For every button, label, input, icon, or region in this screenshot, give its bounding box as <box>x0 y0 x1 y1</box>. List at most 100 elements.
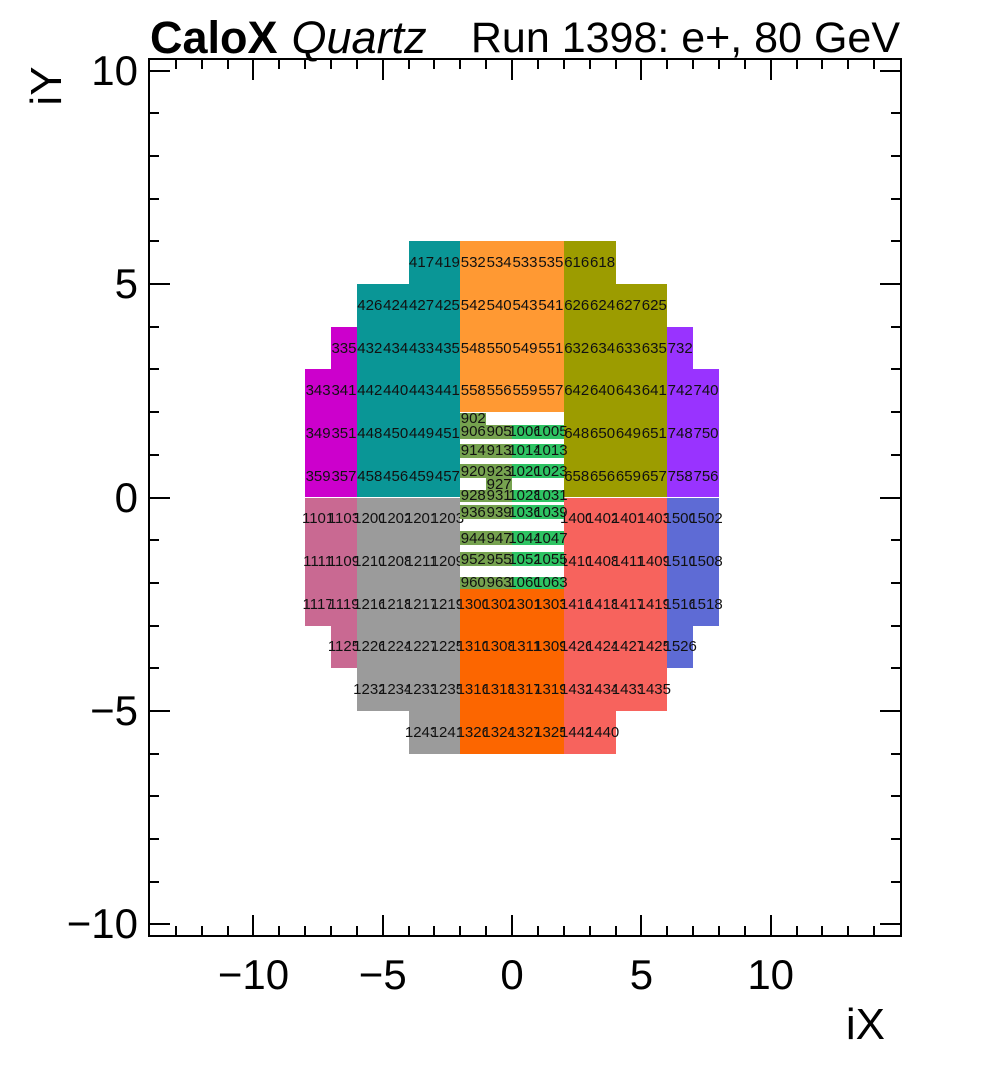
cell-955: 955 <box>486 552 513 567</box>
y-tick-label: −5 <box>90 686 138 734</box>
cell-359: 359 <box>305 454 332 498</box>
y-tick-right <box>891 539 900 542</box>
cell-1031: 1031 <box>534 488 567 503</box>
cell-1047: 1047 <box>534 531 567 546</box>
cell-533: 533 <box>512 241 538 285</box>
x-tick-top <box>873 60 876 69</box>
cell-label: 650 <box>590 424 616 442</box>
cell-1210: 1210 <box>353 540 387 583</box>
cell-750: 750 <box>693 412 719 455</box>
cell-449: 449 <box>408 412 435 455</box>
cell-558: 558 <box>460 369 487 413</box>
cell-1101: 1101 <box>302 497 334 541</box>
cell-1200: 1200 <box>353 497 387 541</box>
cell-label: 1227 <box>404 638 439 656</box>
x-tick-top <box>381 60 384 80</box>
y-tick-right <box>880 69 900 72</box>
cell-label: 542 <box>460 296 486 314</box>
x-tick <box>847 926 850 935</box>
cell-1233: 1233 <box>405 668 438 711</box>
cell-label: 1023 <box>534 462 568 480</box>
x-tick-top <box>511 60 514 80</box>
cell-1023: 1023 <box>534 464 567 479</box>
x-tick-top <box>743 60 746 69</box>
cell-label: 1309 <box>534 638 568 656</box>
cell-label: 740 <box>693 382 719 400</box>
y-tick-label: 0 <box>114 473 138 521</box>
cell-543: 543 <box>512 284 538 327</box>
y-tick <box>150 709 170 712</box>
cell-351: 351 <box>331 412 357 455</box>
cell-label: 432 <box>357 339 383 357</box>
y-tick-right <box>891 667 900 670</box>
cell-1005: 1005 <box>534 424 567 439</box>
cell-927: 927 <box>486 475 513 493</box>
cell-451: 451 <box>434 412 461 455</box>
cell-1411: 1411 <box>612 540 645 583</box>
cell-556: 556 <box>486 369 513 413</box>
cell-label: 534 <box>486 254 512 272</box>
cell-label: 1216 <box>353 595 387 613</box>
cell-341: 341 <box>331 369 357 413</box>
cell-424: 424 <box>382 284 409 327</box>
cell-748: 748 <box>667 412 694 455</box>
y-tick-right <box>891 752 900 755</box>
cell-label: 427 <box>409 296 435 314</box>
cell-label: 1303 <box>534 595 568 613</box>
cell-label: 433 <box>409 339 435 357</box>
cell-357: 357 <box>331 454 357 498</box>
cell-label: 1125 <box>327 638 361 656</box>
cell-1433: 1433 <box>612 668 645 711</box>
cell-label: 1325 <box>534 723 568 741</box>
cell-label: 657 <box>641 467 667 485</box>
cell-618: 618 <box>589 241 616 285</box>
y-tick-right <box>891 411 900 414</box>
x-tick <box>433 926 436 935</box>
cell-label: 1402 <box>585 510 620 528</box>
x-tick <box>717 926 720 935</box>
cell-label: 357 <box>331 467 357 485</box>
cell-label: 1424 <box>585 638 620 656</box>
cell-label: 533 <box>512 254 538 272</box>
cell-label: 548 <box>460 339 486 357</box>
cell-label: 1243 <box>404 723 439 741</box>
cell-label: 1111 <box>303 553 334 570</box>
cell-label: 1440 <box>585 723 620 741</box>
cell-1508: 1508 <box>689 540 723 583</box>
cell-label: 732 <box>667 339 693 357</box>
cell-label: 936 <box>460 503 486 521</box>
y-tick <box>150 624 159 627</box>
x-tick <box>743 926 746 935</box>
cell-426: 426 <box>356 284 383 327</box>
x-tick-top <box>485 60 488 69</box>
y-tick-right <box>891 880 900 883</box>
cell-label: 1219 <box>430 595 465 613</box>
y-tick <box>150 837 159 840</box>
y-tick <box>150 496 170 499</box>
cell-label: 1518 <box>689 595 723 613</box>
cell-658: 658 <box>563 454 590 498</box>
cell-1103: 1103 <box>328 497 360 541</box>
cell-label: 1301 <box>508 595 542 613</box>
cell-label: 549 <box>512 339 538 357</box>
cell-label: 927 <box>486 475 512 493</box>
cell-label: 450 <box>383 424 409 442</box>
cell-1028: 1028 <box>508 488 541 503</box>
cell-label: 1311 <box>508 638 542 656</box>
y-tick-right <box>891 837 900 840</box>
x-tick-top <box>200 60 203 69</box>
cell-label: 1416 <box>560 595 594 613</box>
cell-1227: 1227 <box>405 625 438 669</box>
x-tick <box>666 926 669 935</box>
y-tick <box>150 539 159 542</box>
cell-label: 1039 <box>534 503 568 521</box>
x-tick <box>278 926 281 935</box>
cell-label: 952 <box>460 550 486 568</box>
y-tick-right <box>891 155 900 158</box>
cell-label: 1500 <box>663 510 697 528</box>
cell-label: 1013 <box>534 442 568 460</box>
x-tick-label: 5 <box>629 951 654 998</box>
cell-1302: 1302 <box>482 582 516 626</box>
cell-459: 459 <box>408 454 435 498</box>
